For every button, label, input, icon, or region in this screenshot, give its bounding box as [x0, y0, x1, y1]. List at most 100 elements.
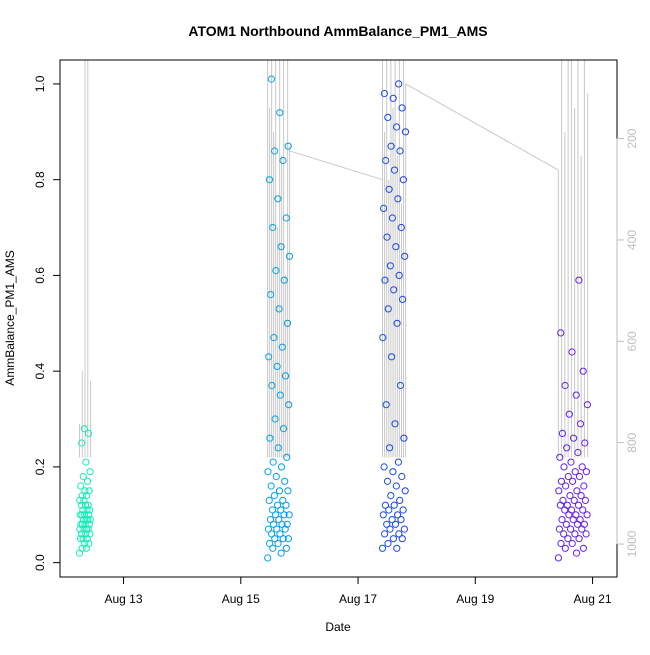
data-point: [85, 511, 93, 519]
data-point: [279, 535, 287, 543]
data-point: [567, 458, 575, 466]
data-point: [83, 477, 92, 485]
data-point: [264, 554, 272, 562]
data-point: [560, 530, 568, 538]
data-point: [268, 506, 276, 514]
data-point: [81, 487, 89, 495]
data-point: [557, 477, 566, 485]
data-point: [579, 367, 587, 375]
data-point: [379, 511, 387, 519]
y-tick-label: 0.4: [33, 362, 47, 379]
data-point: [386, 525, 394, 533]
data-point: [579, 506, 587, 514]
data-point: [581, 439, 589, 447]
data-point: [85, 539, 93, 548]
data-point: [275, 487, 284, 495]
right-axis: 200 400 600 800 1000: [616, 128, 639, 557]
data-point: [387, 492, 395, 500]
data-point: [382, 401, 390, 409]
data-point: [558, 516, 566, 524]
x-tick-label: Aug 13: [104, 592, 142, 606]
data-point: [393, 123, 401, 131]
data-point: [383, 477, 392, 485]
data-point: [389, 535, 397, 543]
data-point: [284, 535, 292, 543]
data-point: [577, 492, 585, 500]
data-point: [86, 468, 94, 476]
data-point: [84, 501, 92, 509]
data-point: [80, 425, 88, 433]
data-point: [86, 530, 94, 538]
data-point: [275, 516, 283, 524]
data-point: [276, 530, 284, 538]
data-point: [266, 434, 274, 442]
data-point: [388, 353, 396, 361]
y-tick-label: 0.8: [33, 171, 47, 188]
data-point: [281, 525, 289, 533]
data-point: [557, 539, 565, 548]
data-point: [562, 482, 570, 490]
data-point: [276, 391, 284, 399]
data-point: [582, 530, 590, 538]
data-point: [399, 506, 407, 514]
data-point: [555, 487, 563, 495]
data-point: [386, 262, 394, 270]
data-point: [392, 482, 400, 490]
data-point: [574, 501, 583, 509]
y-tick-label: 1.0: [33, 75, 47, 92]
data-point: [390, 501, 398, 509]
data-point: [571, 530, 579, 538]
data-point: [393, 544, 401, 552]
x-axis: Aug 13 Aug 15 Aug 17 Aug 19 Aug 21: [104, 576, 612, 606]
data-point: [557, 329, 565, 337]
data-point: [267, 291, 275, 299]
data-point: [273, 525, 281, 533]
data-point: [281, 477, 289, 485]
data-point: [86, 516, 94, 524]
data-point: [283, 520, 291, 528]
data-point: [384, 113, 392, 122]
data-point: [554, 554, 563, 562]
data-point: [381, 530, 389, 538]
data-point: [267, 482, 275, 490]
data-point: [279, 156, 287, 165]
data-point: [80, 525, 88, 533]
x-axis-label: Date: [325, 620, 351, 634]
data-point: [571, 468, 579, 476]
data-point: [390, 286, 398, 294]
data-point: [277, 463, 286, 471]
data-point: [569, 477, 577, 485]
data-point: [581, 496, 590, 504]
data-point: [564, 535, 572, 543]
data-point: [382, 156, 390, 165]
data-point: [582, 468, 591, 476]
data-point: [274, 195, 282, 203]
data-point: [384, 539, 392, 548]
x-tick-label: Aug 19: [456, 592, 494, 606]
data-point: [558, 429, 567, 437]
data-point: [272, 511, 280, 519]
data-point: [264, 468, 272, 476]
data-point: [563, 444, 571, 452]
data-point: [272, 267, 280, 275]
data-point: [284, 487, 292, 495]
data-point: [562, 520, 570, 528]
data-point: [267, 75, 275, 83]
data-point: [396, 381, 405, 390]
data-point: [561, 381, 569, 390]
data-point: [398, 104, 406, 112]
data-point: [274, 539, 282, 548]
data-point: [285, 401, 293, 409]
data-point: [394, 458, 402, 466]
data-point: [284, 142, 292, 150]
data-point: [379, 334, 387, 342]
data-point: [572, 549, 581, 557]
data-point: [285, 252, 294, 260]
data-point: [580, 520, 589, 528]
data-point: [76, 535, 85, 543]
data-point: [81, 501, 90, 509]
connector-line: [405, 83, 559, 171]
data-point: [555, 525, 564, 533]
right-tick-label: 600: [625, 331, 639, 351]
